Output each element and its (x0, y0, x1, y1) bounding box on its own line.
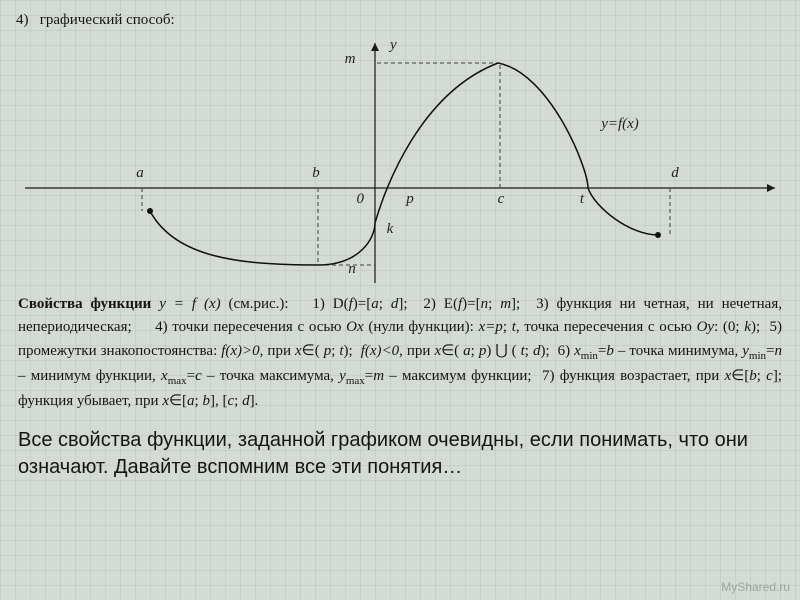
axis-label-n: n (348, 261, 356, 277)
bottom-note: Все свойства функции, заданной графиком … (16, 413, 784, 481)
axis-label-d: d (671, 165, 679, 181)
axis-label-a: a (136, 165, 144, 181)
function-properties-text: Свойства функции y = f (x) (см.рис.): 1)… (16, 293, 784, 413)
axis-label-m: m (345, 51, 356, 67)
axis-label-t: t (580, 191, 585, 207)
function-graph: xy0abpctdmnky=f(x) (20, 33, 780, 283)
axis-label-O: 0 (357, 191, 365, 207)
axis-label-y: y (388, 37, 397, 53)
section-heading: 4) графический способ: (16, 12, 784, 29)
axis-label-fx: y=f(x) (599, 116, 639, 132)
axis-label-k: k (387, 221, 394, 237)
watermark: MyShared.ru (721, 580, 790, 594)
axis-label-b: b (312, 165, 320, 181)
axis-label-p: p (405, 191, 414, 207)
axis-label-c: c (498, 191, 505, 207)
